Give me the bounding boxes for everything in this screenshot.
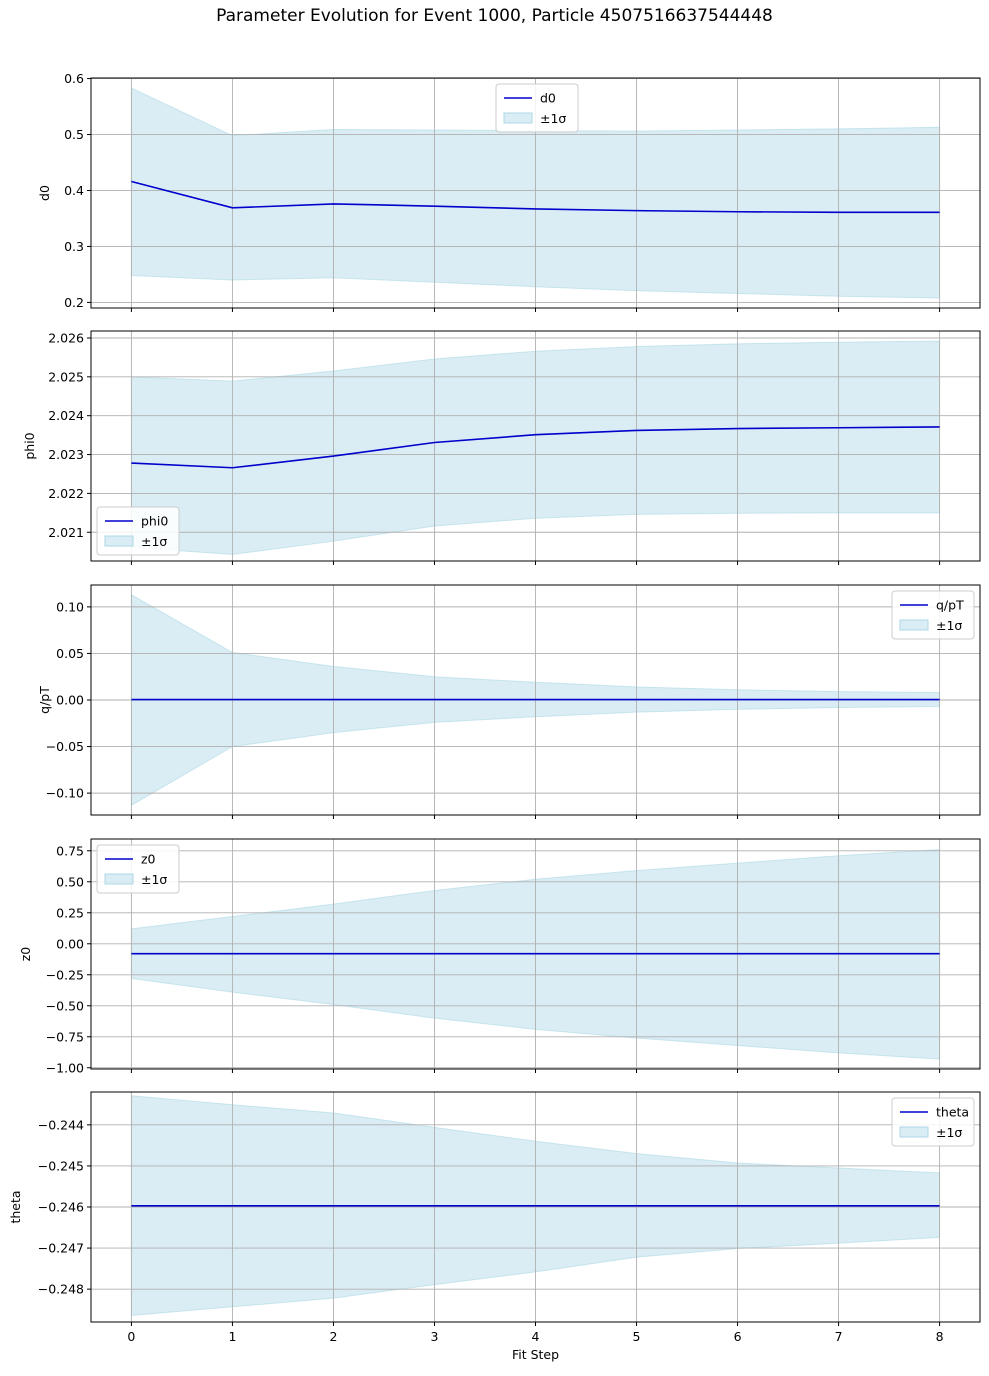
panel-1-ytick-label: 2.024 [48, 408, 84, 423]
panel-4-legend-band-label: ±1σ [936, 1125, 962, 1140]
panel-1-ytick-label: 2.023 [48, 447, 84, 462]
panel-4-ytick-label: −0.247 [38, 1241, 84, 1256]
panel-3-ytick-label: −0.50 [46, 998, 84, 1013]
panel-0-legend-band-swatch [503, 112, 533, 124]
panel-4-xtick-label: 3 [431, 1329, 439, 1344]
panel-1-ylabel: phi0 [22, 432, 37, 459]
panel-0-ytick-label: 0.4 [64, 183, 84, 198]
panel-3-ytick-label: 0.50 [56, 874, 84, 889]
panel-4-xtick-label: 6 [734, 1329, 742, 1344]
panel-4-xtick-label: 1 [228, 1329, 236, 1344]
panel-1-ytick-label: 2.022 [48, 486, 84, 501]
panel-4-xtick-label: 2 [329, 1329, 337, 1344]
panel-2-legend [891, 590, 975, 640]
panel-2-legend-band-swatch [899, 619, 929, 631]
panel-1-legend [96, 506, 180, 556]
panel-0-ytick-label: 0.2 [64, 295, 84, 310]
panel-1-ytick-label: 2.026 [48, 330, 84, 345]
panel-3-legend-series-label: z0 [141, 852, 156, 867]
panel-4-ytick-label: −0.248 [38, 1282, 84, 1297]
panel-0-legend-series-label: d0 [540, 91, 556, 106]
panel-4-xtick-label: 5 [633, 1329, 641, 1344]
panel-0-legend [495, 83, 579, 133]
panel-0-series-line-0 [131, 180, 940, 214]
panel-2-ytick-label: 0.10 [56, 599, 84, 614]
panel-4-ytick-label: −0.244 [38, 1117, 84, 1132]
panel-1-legend-band-swatch [104, 535, 134, 547]
panel-4-xtick-label: 4 [532, 1329, 540, 1344]
panel-1-legend-band-label: ±1σ [141, 534, 167, 549]
panel-2-ylabel: q/pT [37, 686, 52, 714]
panel-4-xtick-label: 0 [127, 1329, 135, 1344]
panel-1-series-line-0 [131, 426, 940, 469]
panel-4-ytick-label: −0.246 [38, 1200, 84, 1215]
panel-1-legend-series-label: phi0 [141, 514, 168, 529]
panel-2-ytick-label: −0.05 [46, 739, 84, 754]
panel-2-ytick-label: 0.00 [56, 693, 84, 708]
panel-3-legend-band-label: ±1σ [141, 872, 167, 887]
panel-3-ytick-label: −0.25 [46, 967, 84, 982]
panel-2-legend-band-label: ±1σ [936, 618, 962, 633]
x-axis-label: Fit Step [512, 1347, 559, 1362]
panel-3-ytick-label: −1.00 [46, 1060, 84, 1075]
panel-2-ytick-label: 0.05 [56, 646, 84, 661]
panel-2-legend-series-label: q/pT [936, 598, 964, 613]
panel-3-ytick-label: −0.75 [46, 1029, 84, 1044]
panel-3-ytick-label: 0.00 [56, 936, 84, 951]
panel-1-ytick-label: 2.021 [48, 525, 84, 540]
panel-4-xtick-label: 8 [936, 1329, 944, 1344]
panel-0-ytick-label: 0.5 [64, 127, 84, 142]
panel-4-legend [891, 1097, 975, 1147]
panel-4-legend-series-label: theta [936, 1105, 969, 1120]
panel-0-legend-band-label: ±1σ [540, 111, 566, 126]
panel-4-legend-band-swatch [899, 1126, 929, 1138]
panel-4-xtick-label: 7 [835, 1329, 843, 1344]
panel-3-ytick-label: 0.75 [56, 843, 84, 858]
panel-3-ylabel: z0 [18, 947, 33, 962]
panel-2-ytick-label: −0.10 [46, 786, 84, 801]
figure-title: Parameter Evolution for Event 1000, Part… [216, 6, 773, 26]
panel-3-legend [96, 844, 180, 894]
panel-0-ylabel: d0 [37, 185, 52, 201]
panel-0-ytick-label: 0.6 [64, 71, 84, 86]
panel-1-ytick-label: 2.025 [48, 369, 84, 384]
panel-3-legend-band-swatch [104, 873, 134, 885]
panel-0-ytick-label: 0.3 [64, 239, 84, 254]
panel-3-ytick-label: 0.25 [56, 905, 84, 920]
panel-4-ytick-label: −0.245 [38, 1158, 84, 1173]
panel-4-ylabel: theta [8, 1190, 23, 1223]
